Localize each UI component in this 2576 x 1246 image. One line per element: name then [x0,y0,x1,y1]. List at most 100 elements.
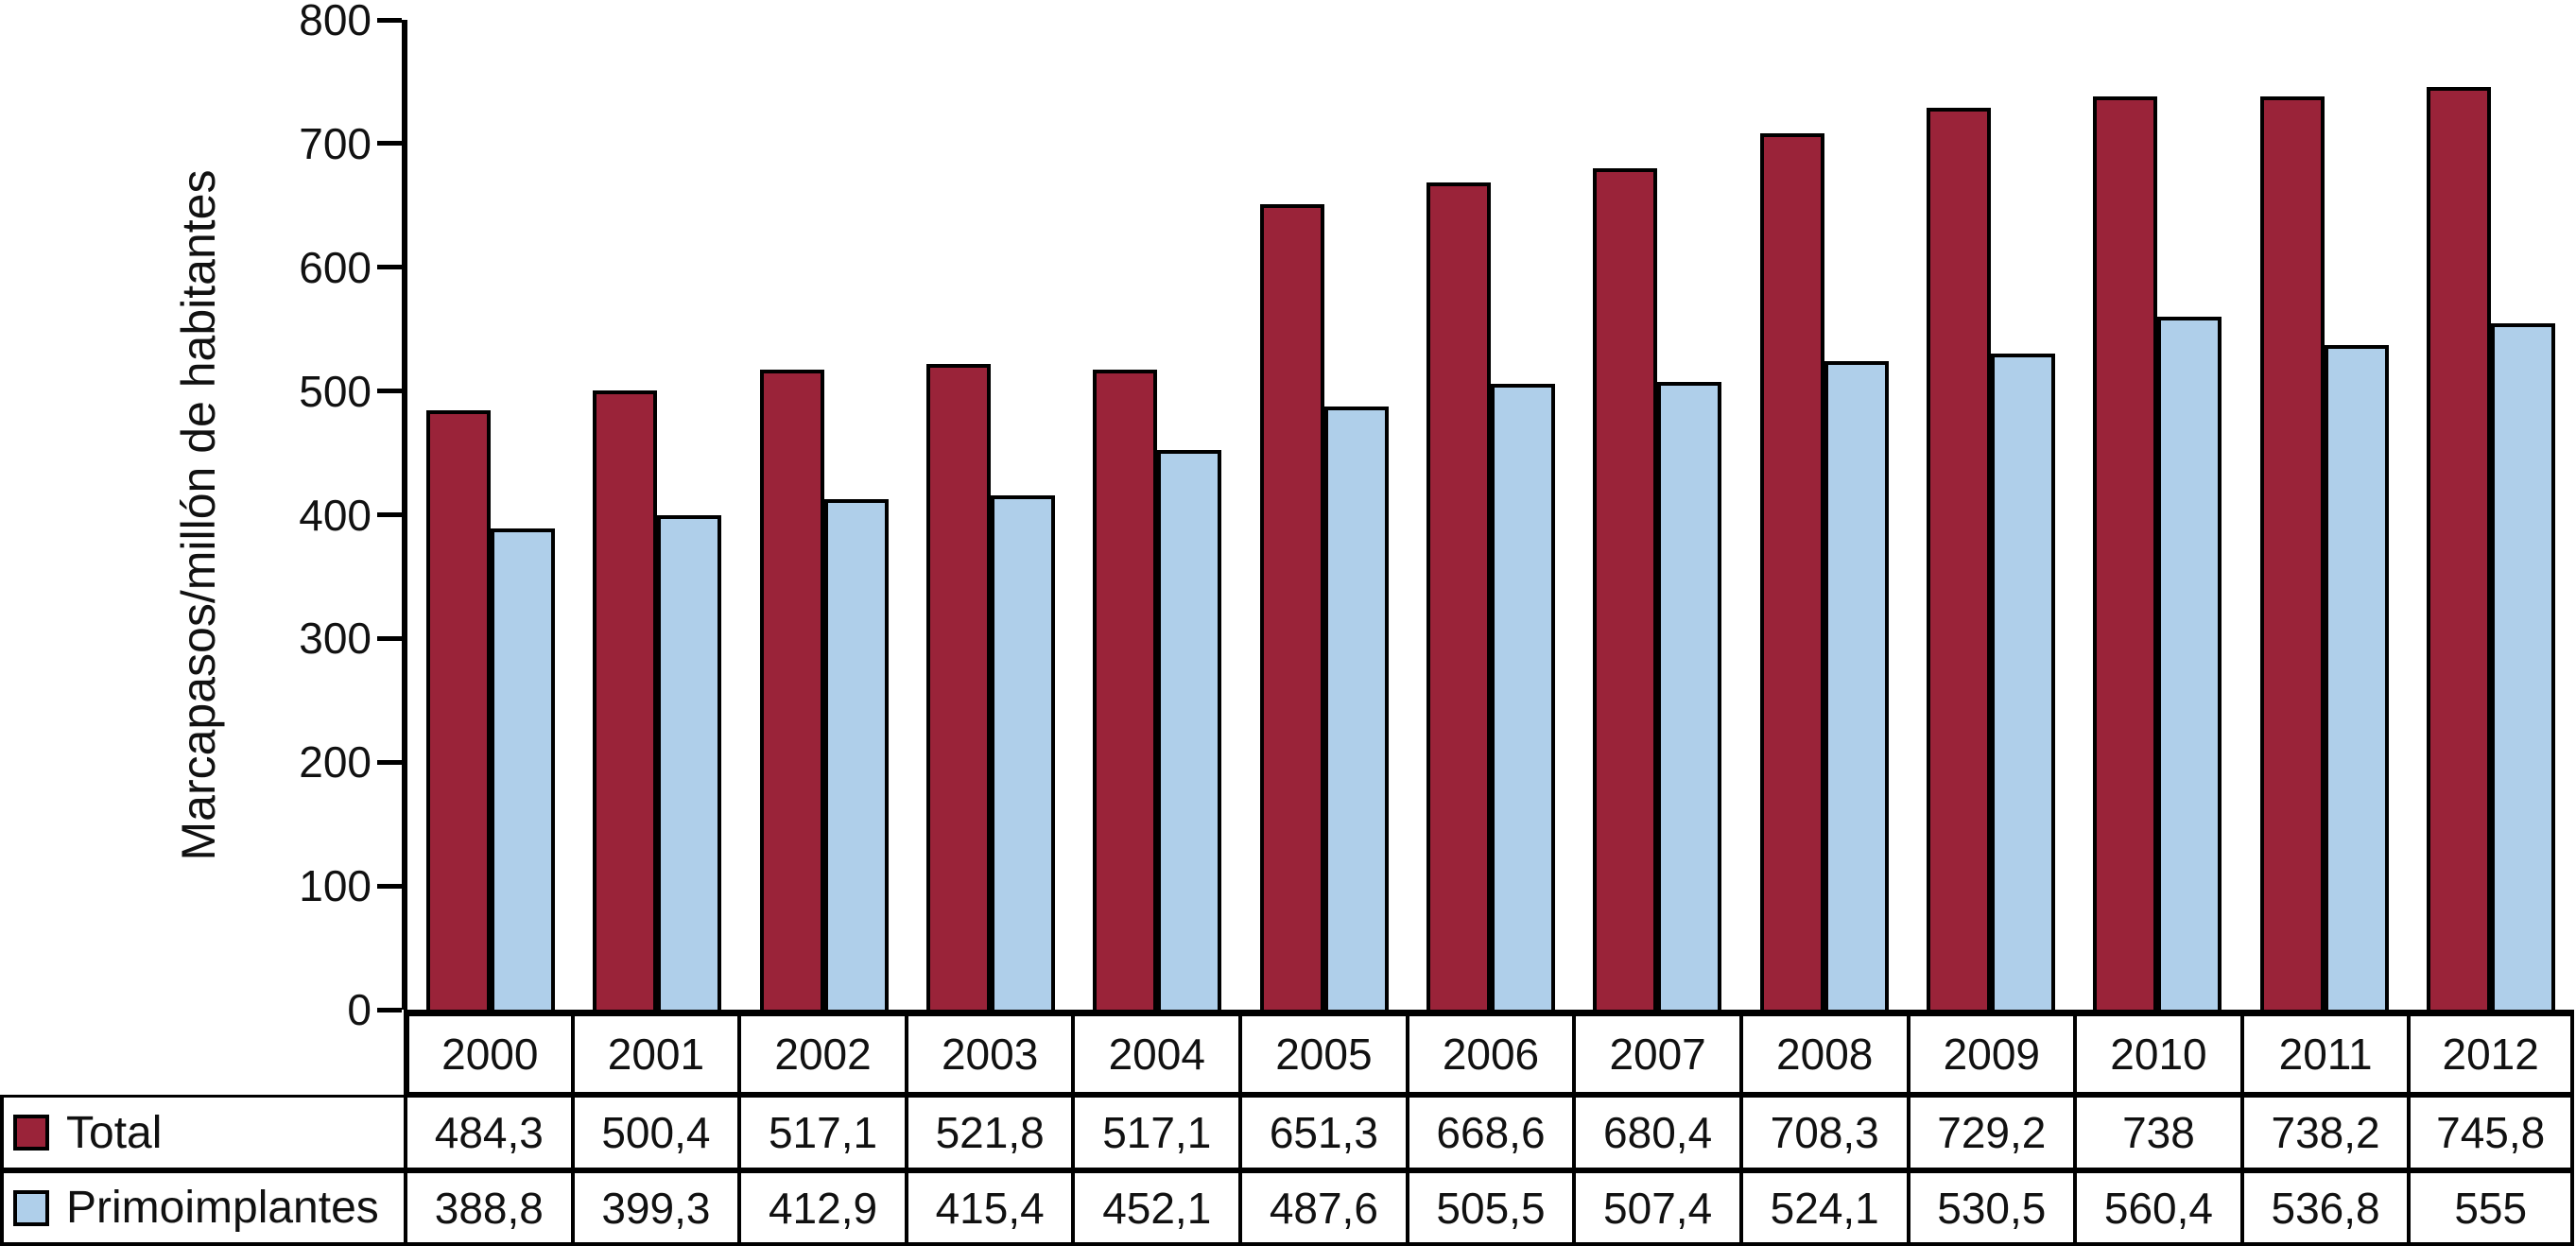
bar-total-2000 [426,410,492,1010]
year-cell-2011: 2011 [2239,1010,2408,1095]
bar-primoimplantes-2008 [1824,361,1889,1010]
bar-group-2010 [2074,20,2240,1010]
year-cell-2007: 2007 [1572,1010,1739,1095]
value-cell-primoimplantes-2001: 399,3 [570,1170,738,1246]
value-cell-primoimplantes-2002: 412,9 [737,1170,905,1246]
bar-group-2003 [908,20,1074,1010]
value-cell-primoimplantes-2004: 452,1 [1071,1170,1239,1246]
value-cell-total-2005: 651,3 [1238,1095,1406,1170]
bar-primoimplantes-2002 [823,498,889,1010]
value-cell-primoimplantes-2007: 507,4 [1572,1170,1739,1246]
value-cell-primoimplantes-2006: 505,5 [1405,1170,1573,1246]
table-corner-empty [0,1010,404,1095]
value-cell-primoimplantes-2003: 415,4 [904,1170,1072,1246]
bar-primoimplantes-2003 [991,495,1056,1010]
series-label: Primoimplantes [66,1183,379,1233]
bar-total-2003 [926,364,992,1010]
value-cell-total-2012: 745,8 [2407,1095,2574,1170]
plot-area: 0 100 200 300 400 500 600 700 800 [299,0,2574,1034]
bar-group-2012 [2408,20,2574,1010]
y-tick-label-700: 700 [299,118,372,168]
value-cell-total-2003: 521,8 [904,1095,1072,1170]
value-cell-primoimplantes-2011: 536,8 [2239,1170,2408,1246]
bar-total-2009 [1926,107,1991,1010]
bar-total-2002 [759,370,824,1010]
year-cell-2012: 2012 [2407,1010,2574,1095]
bar-total-2005 [1259,203,1324,1010]
value-cell-primoimplantes-2010: 560,4 [2073,1170,2240,1246]
bar-primoimplantes-2012 [2490,322,2555,1010]
bar-total-2007 [1593,167,1658,1010]
value-cell-total-2000: 484,3 [404,1095,571,1170]
legend-cell-primoimplantes: Primoimplantes [0,1170,404,1246]
year-cell-2008: 2008 [1738,1010,1907,1095]
year-cell-2006: 2006 [1405,1010,1573,1095]
value-cell-primoimplantes-2008: 524,1 [1738,1170,1907,1246]
y-tick-label-500: 500 [299,366,372,416]
y-axis-title: Marcapasos/millón de habitantes [172,169,225,861]
bar-total-2006 [1426,182,1492,1010]
value-cell-total-2011: 738,2 [2239,1095,2408,1170]
bar-group-2002 [741,20,908,1010]
bar-total-2011 [2259,95,2325,1010]
value-cell-total-2004: 517,1 [1071,1095,1239,1170]
bar-series-container [407,20,2574,1010]
legend-swatch-primoimplantes [13,1189,49,1226]
year-cell-2000: 2000 [404,1010,571,1095]
bar-group-2004 [1074,20,1240,1010]
bar-primoimplantes-2006 [1491,384,1556,1010]
y-tick-100 [377,883,402,889]
year-cell-2005: 2005 [1238,1010,1406,1095]
y-tick-500 [377,389,402,394]
value-cell-total-2006: 668,6 [1405,1095,1573,1170]
bar-total-2010 [2093,96,2158,1010]
value-cell-total-2001: 500,4 [570,1095,738,1170]
year-cell-2003: 2003 [904,1010,1072,1095]
year-cell-2001: 2001 [570,1010,738,1095]
year-cell-2010: 2010 [2073,1010,2240,1095]
y-tick-700 [377,141,402,147]
y-tick-300 [377,635,402,641]
bar-group-2006 [1408,20,1574,1010]
series-label: Total [66,1107,163,1158]
value-cell-primoimplantes-2012: 555 [2407,1170,2574,1246]
value-cell-primoimplantes-2005: 487,6 [1238,1170,1406,1246]
value-cell-total-2007: 680,4 [1572,1095,1739,1170]
value-cell-primoimplantes-2009: 530,5 [1906,1170,2074,1246]
value-cell-total-2008: 708,3 [1738,1095,1907,1170]
value-cell-primoimplantes-2000: 388,8 [404,1170,571,1246]
value-cell-total-2010: 738 [2073,1095,2240,1170]
bar-total-2001 [593,390,658,1010]
bar-group-2008 [1741,20,1908,1010]
y-tick-label-300: 300 [299,614,372,664]
bar-total-2012 [2426,86,2491,1010]
bar-group-2000 [407,20,574,1010]
bar-total-2008 [1759,133,1824,1010]
data-table: 2000 2001 2002 2003 2004 2005 2006 2007 2008 2009… [0,1010,2574,1246]
bar-primoimplantes-2010 [2157,316,2222,1010]
bar-primoimplantes-2007 [1657,381,1722,1010]
y-tick-200 [377,759,402,765]
y-tick-label-800: 800 [299,0,372,44]
y-tick-label-400: 400 [299,490,372,540]
bar-primoimplantes-2000 [491,528,556,1010]
y-tick-600 [377,265,402,270]
bar-primoimplantes-2001 [657,515,722,1010]
y-tick-label-200: 200 [299,737,372,787]
value-cell-total-2002: 517,1 [737,1095,905,1170]
bar-group-2005 [1241,20,1408,1010]
y-tick-label-600: 600 [299,242,372,292]
bar-group-2007 [1574,20,1740,1010]
bar-primoimplantes-2004 [1157,450,1222,1010]
y-tick-800 [377,17,402,23]
bar-group-2001 [574,20,740,1010]
value-cell-total-2009: 729,2 [1906,1095,2074,1170]
bar-primoimplantes-2009 [1990,353,2055,1010]
year-cell-2002: 2002 [737,1010,905,1095]
legend-cell-total: Total [0,1095,404,1170]
y-tick-0 [377,1007,402,1012]
year-cell-2004: 2004 [1071,1010,1239,1095]
bar-total-2004 [1093,370,1158,1010]
bar-group-2009 [1908,20,2074,1010]
